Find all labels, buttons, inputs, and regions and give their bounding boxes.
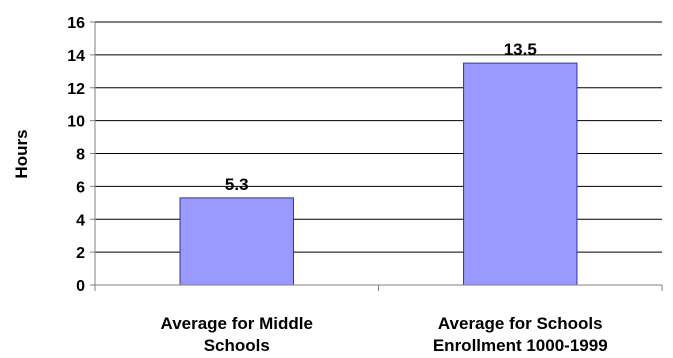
- x-category-label: Average for Middle: [161, 314, 313, 333]
- x-category-label: Average for Schools: [438, 314, 603, 333]
- y-tick-label: 8: [76, 147, 85, 164]
- data-label: 5.3: [225, 175, 249, 194]
- data-labels: 5.3 13.5: [225, 40, 537, 194]
- x-category-label: Schools: [204, 336, 270, 355]
- y-tick-label: 16: [67, 15, 85, 32]
- category-labels: Average for Middle Schools Average for Sch…: [161, 314, 608, 355]
- y-tick-labels: 0 2 4 6 8 10 12 14 16: [67, 15, 85, 295]
- bars: [179, 62, 578, 286]
- y-tick-label: 2: [76, 245, 85, 262]
- y-tick-label: 14: [67, 48, 85, 65]
- y-tick-label: 10: [67, 114, 85, 131]
- x-category-label: Enrollment 1000-1999: [433, 336, 608, 355]
- y-axis-title: Hours: [12, 129, 31, 178]
- axes: [90, 21, 663, 291]
- y-tick-label: 4: [76, 212, 85, 229]
- y-tick-label: 12: [67, 81, 85, 98]
- y-tick-label: 6: [76, 179, 85, 196]
- y-tick-label: 0: [76, 278, 85, 295]
- bar: [179, 197, 294, 286]
- data-label: 13.5: [504, 40, 537, 59]
- bar: [463, 62, 578, 286]
